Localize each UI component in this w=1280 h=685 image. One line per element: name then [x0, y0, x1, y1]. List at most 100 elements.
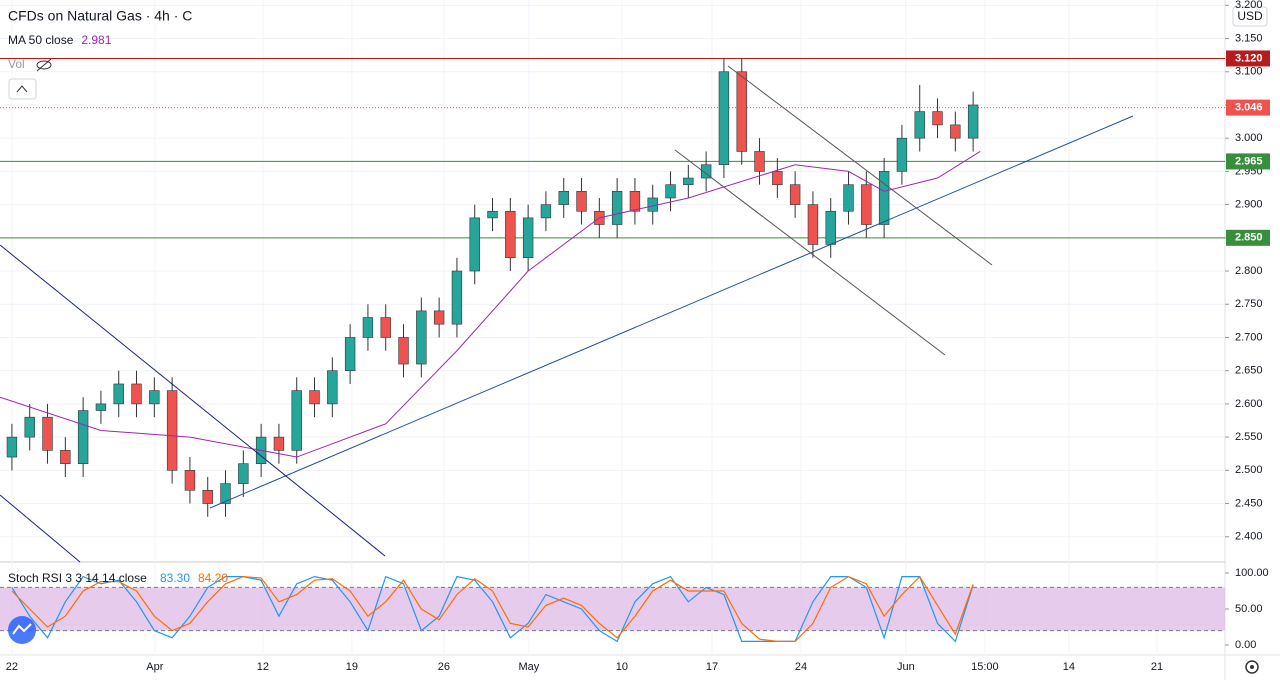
y-tick-label: 2.400 [1235, 531, 1263, 543]
x-tick-label: 24 [795, 661, 807, 673]
ma-line [0, 151, 981, 458]
candle-body [327, 370, 338, 405]
x-tick-label: 22 [6, 661, 18, 673]
x-tick-label: 21 [1151, 661, 1163, 673]
level-label: 3.046 [1235, 102, 1263, 114]
x-tick-label: 19 [346, 661, 358, 673]
level-label: 2.850 [1235, 232, 1263, 244]
y-tick-label: 50.00 [1235, 603, 1263, 615]
candle-body [184, 470, 196, 491]
candle-body [6, 436, 18, 458]
y-tick-label: 2.900 [1235, 199, 1263, 211]
y-tick-label: 3.000 [1235, 132, 1263, 144]
y-tick-label: 2.450 [1235, 497, 1263, 509]
candle-body [433, 310, 445, 325]
candle-body [505, 210, 516, 259]
candle-body [950, 124, 961, 139]
candle-body [77, 410, 89, 464]
candle-body [665, 184, 676, 199]
candle-body [487, 210, 498, 219]
candle-body [42, 416, 53, 451]
stoch-d-value: 84.20 [198, 571, 228, 585]
candle-body [166, 390, 178, 471]
collapse-button[interactable] [8, 78, 37, 100]
candle-body [24, 416, 35, 438]
candle-body [398, 337, 409, 365]
candle-body [772, 171, 783, 185]
y-tick-label: 2.750 [1235, 298, 1263, 310]
symbol-title: CFDs on Natural Gas · 4h · C [8, 8, 192, 24]
level-tag [1226, 153, 1270, 170]
stoch-k-value: 83.30 [160, 571, 190, 585]
hide-icon[interactable] [36, 58, 52, 72]
level-tag [1226, 50, 1270, 67]
candle-body [914, 111, 925, 139]
y-tick-label: 2.550 [1235, 431, 1263, 443]
settings-icon[interactable] [1245, 660, 1259, 674]
candle-body [807, 204, 819, 245]
y-tick-label: 2.600 [1235, 398, 1263, 410]
candle-body [149, 390, 160, 405]
stoch-line [11, 575, 974, 642]
candle-body [273, 436, 285, 451]
y-tick-label: 2.500 [1235, 464, 1263, 476]
candle-body [202, 489, 213, 504]
candle-body [558, 191, 569, 205]
candle-body [113, 383, 124, 405]
candle-body [932, 111, 943, 126]
candle-body [736, 71, 747, 152]
candle-body [238, 463, 249, 484]
candle-body [754, 151, 765, 172]
level-label: 2.965 [1235, 155, 1263, 167]
y-tick-label: 2.650 [1235, 365, 1263, 377]
candle-body [576, 191, 587, 212]
y-tick-label: 0.00 [1235, 639, 1256, 651]
candle-body [522, 217, 534, 259]
y-tick-label: 2.800 [1235, 265, 1263, 277]
stoch-band [0, 587, 1225, 631]
candle-body [380, 317, 391, 338]
candle-body [683, 177, 694, 185]
y-tick-label: 3.100 [1235, 66, 1263, 78]
x-tick-label: 14 [1063, 661, 1075, 673]
x-tick-label: 12 [257, 661, 269, 673]
candle-body [220, 483, 231, 504]
level-label: 3.120 [1235, 52, 1263, 64]
ma-value: 2.981 [81, 33, 111, 47]
candle-body [647, 197, 658, 212]
x-tick-label: Apr [146, 661, 163, 673]
candle-body [967, 104, 979, 139]
x-tick-label: 10 [616, 661, 628, 673]
y-tick-label: 100.00 [1235, 567, 1269, 579]
candle-body [718, 71, 730, 166]
candle-body [611, 191, 623, 225]
candle-body [843, 184, 854, 212]
stoch-legend: Stoch RSI 3 3 14 14 close [8, 571, 147, 585]
candle-body [861, 184, 872, 225]
candle-body [629, 191, 641, 212]
candle-body [825, 210, 836, 245]
stoch-line [11, 575, 974, 643]
level-tag [1226, 99, 1270, 116]
logo[interactable] [8, 616, 36, 644]
candle-body [60, 450, 71, 464]
level-tag [1226, 229, 1270, 246]
candle-body [309, 390, 320, 405]
x-tick-label: Jun [897, 661, 915, 673]
candle-body [896, 137, 908, 172]
y-tick-label: 3.200 [1235, 0, 1263, 11]
candle-body [131, 383, 142, 405]
volume-legend: Vol [8, 57, 25, 71]
trend-line [209, 115, 1134, 509]
candle-body [362, 317, 374, 338]
ma-legend: MA 50 close [8, 33, 74, 47]
y-tick-label: 2.700 [1235, 331, 1263, 343]
channel-line [0, 494, 81, 563]
candle-body [291, 390, 302, 451]
candle-body [469, 217, 480, 272]
currency-button[interactable]: USD [1232, 6, 1268, 27]
x-tick-label: May [518, 661, 539, 673]
candle-body [95, 403, 107, 411]
candle-body [416, 310, 427, 365]
